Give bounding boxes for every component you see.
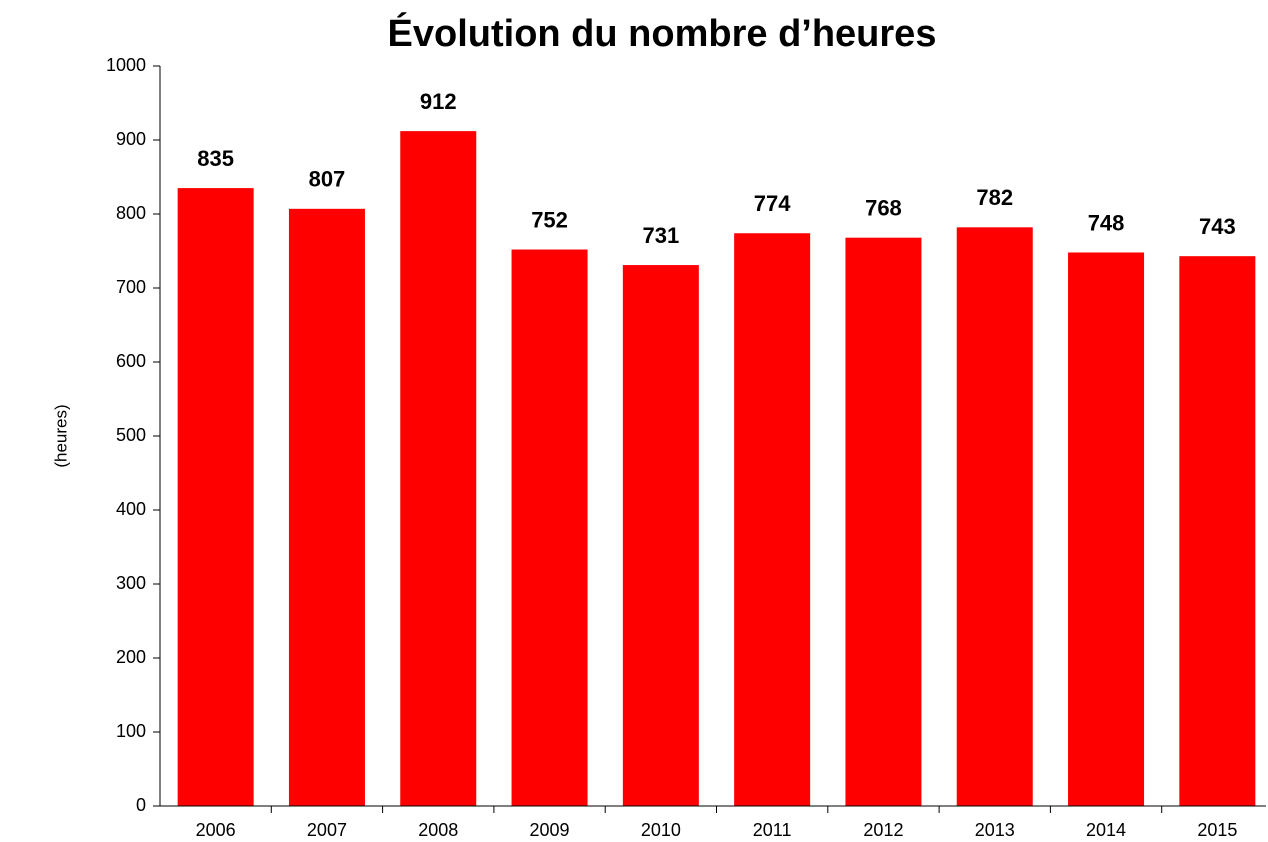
data-label: 752 (531, 207, 568, 232)
y-tick-label: 200 (116, 647, 146, 667)
bar (511, 249, 588, 806)
y-tick-label: 0 (136, 795, 146, 815)
bar (734, 233, 811, 807)
y-tick-label: 600 (116, 351, 146, 371)
y-tick-label: 800 (116, 203, 146, 223)
x-tick-label: 2013 (975, 820, 1015, 840)
data-label: 835 (197, 146, 234, 171)
y-axis-label: (heures) (51, 404, 70, 467)
data-label: 768 (865, 195, 902, 220)
y-tick-label: 100 (116, 721, 146, 741)
bar (400, 131, 477, 806)
y-tick-label: 700 (116, 277, 146, 297)
y-tick-label: 400 (116, 499, 146, 519)
data-label: 774 (754, 191, 791, 216)
x-tick-label: 2007 (307, 820, 347, 840)
data-label: 912 (420, 89, 457, 114)
x-tick-label: 2010 (641, 820, 681, 840)
y-tick-label: 500 (116, 425, 146, 445)
bar (845, 237, 922, 806)
data-label: 807 (309, 167, 346, 192)
x-tick-label: 2015 (1197, 820, 1237, 840)
bar (1068, 252, 1145, 807)
data-label: 731 (642, 223, 679, 248)
bar (288, 208, 365, 806)
bar (956, 227, 1033, 806)
data-label: 748 (1088, 210, 1125, 235)
x-tick-label: 2009 (530, 820, 570, 840)
x-tick-label: 2014 (1086, 820, 1126, 840)
bar (622, 265, 699, 806)
data-label: 743 (1199, 214, 1236, 239)
y-tick-label: 900 (116, 129, 146, 149)
y-tick-label: 1000 (106, 55, 146, 75)
bar (1179, 256, 1256, 806)
y-tick-label: 300 (116, 573, 146, 593)
x-tick-label: 2011 (753, 820, 792, 840)
x-tick-label: 2008 (418, 820, 458, 840)
chart-title: Évolution du nombre d’heures (388, 11, 937, 55)
bar (177, 188, 254, 807)
x-tick-label: 2012 (863, 820, 903, 840)
data-label: 782 (976, 185, 1013, 210)
x-tick-label: 2006 (196, 820, 236, 840)
